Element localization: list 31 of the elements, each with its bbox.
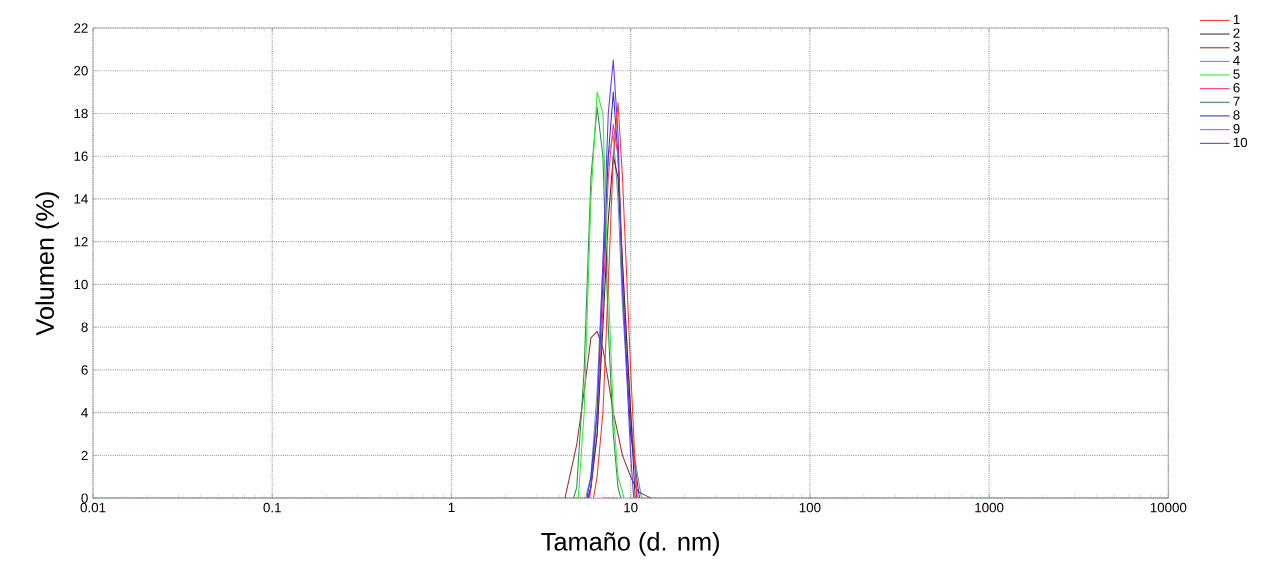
legend-label: 9 (1233, 123, 1240, 134)
y-tick-label: 16 (74, 151, 88, 161)
x-tick-label: 0.01 (80, 502, 106, 513)
y-tick-label: 4 (81, 407, 88, 418)
y-tick-label: 12 (74, 236, 88, 247)
x-tick-label: 1000 (975, 502, 1004, 513)
x-tick-label: 1 (448, 502, 455, 512)
legend-label: 3 (1233, 42, 1240, 52)
y-tick-label: 20 (74, 65, 88, 76)
y-tick-label: 8 (81, 322, 88, 332)
x-tick-label: 10000 (1150, 502, 1187, 513)
legend-label: 10 (1233, 137, 1248, 148)
x-tick-label: 10 (624, 502, 638, 513)
y-tick-label: 10 (74, 279, 88, 290)
legend-label: 6 (1233, 82, 1240, 93)
x-axis-title: Tamaño (d. nm) (541, 532, 719, 556)
y-tick-label: 14 (74, 194, 88, 204)
x-tick-label: 0.1 (263, 502, 281, 513)
x-tick-label: 100 (799, 502, 821, 513)
legend-label: 1 (1233, 14, 1240, 24)
y-tick-label: 22 (74, 23, 88, 33)
y-tick-label: 2 (81, 450, 88, 460)
y-tick-label: 0 (81, 493, 88, 503)
legend-label: 5 (1233, 69, 1240, 79)
legend-label: 4 (1233, 55, 1240, 65)
legend-label: 2 (1233, 28, 1240, 38)
legend-label: 8 (1233, 110, 1240, 120)
y-tick-label: 6 (81, 365, 88, 375)
legend-label: 7 (1233, 96, 1240, 106)
y-tick-label: 18 (74, 108, 88, 119)
y-axis-title: Volumen (%) (35, 192, 59, 336)
